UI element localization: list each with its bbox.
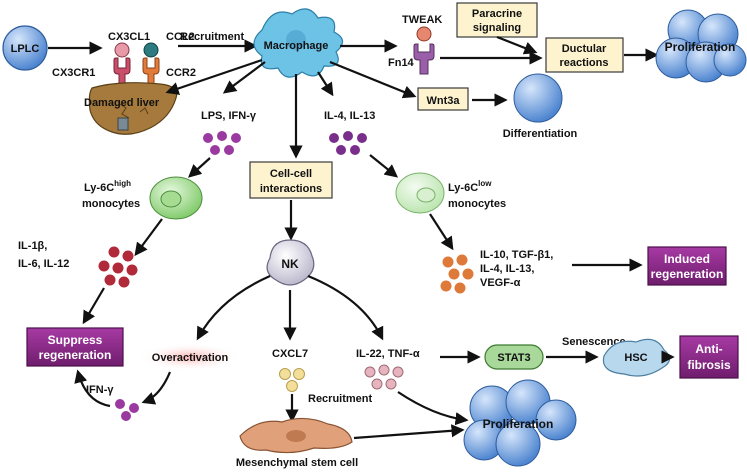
- recruitment-bottom-label: Recruitment: [308, 393, 373, 405]
- macrophage-cell: [253, 8, 344, 78]
- cellcell-line2: interactions: [260, 183, 322, 195]
- proliferation-bottom-label: Proliferation: [483, 417, 554, 431]
- il22-tnf-label: IL-22, TNF-α: [356, 348, 420, 360]
- antifibrosis-line1: Anti-: [695, 342, 722, 356]
- ifn-gamma-dots: [115, 399, 139, 421]
- arrow-monocyte-il10: [429, 213, 454, 251]
- monocytes-right-label: monocytes: [448, 198, 506, 210]
- ductular-line1: Ductular: [562, 43, 607, 55]
- cx3cr1-receptor-icon: [113, 57, 131, 87]
- msc-label: Mesenchymal stem cell: [236, 457, 358, 469]
- differentiation-cell: [513, 73, 563, 123]
- paracrine-line1: Paracrine: [472, 8, 522, 20]
- arrow-macrophage-wnt3a: [329, 60, 417, 99]
- arrow-il22-proliferation: [397, 391, 469, 426]
- il4-dots: [329, 131, 367, 155]
- cx3cl1-ligand-icon: [114, 42, 130, 58]
- antifibrosis-line2: fibrosis: [687, 358, 731, 372]
- ccl2-label: CCL2: [166, 31, 195, 43]
- cellcell-line1: Cell-cell: [270, 168, 312, 180]
- arrow-paracrine-ductular: [496, 35, 538, 55]
- arrow-nk-overactivation: [196, 274, 271, 341]
- il10-label-line2: IL-4, IL-13,: [480, 263, 534, 275]
- proliferation-top-label: Proliferation: [665, 40, 736, 54]
- induced-regeneration-box: Induced regeneration: [647, 246, 727, 286]
- lps-dots: [203, 131, 241, 155]
- lplc-cell: LPLC: [2, 25, 48, 71]
- proliferation-top-cluster: [655, 9, 747, 83]
- fn14-label: Fn14: [388, 57, 415, 69]
- arrow-nk-il22: [307, 274, 384, 341]
- arrow-overactivation-ifn: [141, 371, 172, 405]
- ccr2-label: CCR2: [166, 67, 196, 79]
- overactivation-label: Overactivation: [152, 352, 229, 364]
- il1b-label-line1: IL-1β,: [18, 240, 47, 252]
- arrow-ifn-suppress: [74, 369, 111, 408]
- suppress-regeneration-box: Suppress regeneration: [26, 327, 124, 367]
- arrow-il1b-suppress: [82, 287, 105, 325]
- ly6c-low-label: Ly-6Clow: [448, 179, 492, 194]
- il1b-label-line2: IL-6, IL-12: [18, 258, 69, 270]
- macrophage-label: Macrophage: [264, 40, 329, 52]
- ly6c-high-monocyte-cell: [149, 176, 203, 220]
- suppress-line1: Suppress: [48, 333, 103, 347]
- nk-cell: [266, 239, 315, 286]
- ccr2-receptor-icon: [142, 57, 160, 87]
- il22-dots: [364, 364, 404, 390]
- cx3cl1-label: CX3CL1: [108, 31, 150, 43]
- arrow-msc-proliferation: [353, 424, 465, 440]
- il10-label-line1: IL-10, TGF-β1,: [480, 249, 553, 261]
- damaged-liver-icon: [88, 82, 178, 135]
- induced-line1: Induced: [664, 252, 710, 266]
- cxcl7-label: CXCL7: [272, 348, 308, 360]
- tweak-fn14-icon: [413, 26, 435, 75]
- recruitment-top-label: Recruitment: [180, 31, 245, 43]
- cellcell-interactions-box: Cell-cell interactions: [249, 161, 333, 199]
- monocytes-left-label: monocytes: [82, 198, 140, 210]
- lps-ifn-label: LPS, IFN-γ: [201, 110, 257, 122]
- arrow-monocyte-il1b: [134, 218, 163, 257]
- damaged-liver-label: Damaged liver: [84, 97, 160, 109]
- il4-il13-label: IL-4, IL-13: [324, 110, 375, 122]
- induced-line2: regeneration: [651, 267, 724, 281]
- paracrine-line2: signaling: [473, 22, 521, 34]
- paracrine-signaling-box: Paracrine signaling: [456, 2, 538, 38]
- il1b-dots: [98, 246, 138, 288]
- ccl2-ligand-icon: [143, 42, 159, 58]
- stat3-node: STAT3: [484, 344, 544, 370]
- cxcl7-dots: [279, 368, 305, 392]
- hsc-label: HSC: [624, 352, 647, 364]
- arrow-macrophage-lps: [222, 61, 266, 94]
- differentiation-label: Differentiation: [503, 128, 578, 140]
- lplc-label: LPLC: [11, 43, 40, 55]
- cx3cr1-label: CX3CR1: [52, 67, 95, 79]
- proliferation-bottom-cluster: [463, 379, 577, 467]
- il10-label-line3: VEGF-α: [480, 277, 521, 289]
- nk-label: NK: [281, 257, 299, 271]
- antifibrosis-box: Anti- fibrosis: [679, 335, 739, 379]
- overactivation-glow: [138, 343, 242, 371]
- il10-dots: [440, 254, 474, 294]
- tweak-label: TWEAK: [402, 14, 442, 26]
- ly6c-high-label: Ly-6Chigh: [84, 179, 131, 194]
- mesenchymal-stem-cell: [239, 417, 353, 454]
- ductular-line2: reactions: [560, 57, 609, 69]
- ifn-gamma-label: IFN-γ: [86, 384, 114, 396]
- stat3-label: STAT3: [497, 352, 530, 364]
- senescence-label: Senescence: [562, 336, 626, 348]
- arrow-macrophage-liver: [165, 58, 263, 95]
- wnt3a-label: Wnt3a: [427, 95, 461, 107]
- arrow-macrophage-il4: [317, 71, 334, 97]
- ductular-reactions-box: Ductular reactions: [545, 37, 624, 73]
- ly6c-low-monocyte-cell: [395, 172, 445, 214]
- arrow-lps-monocyte: [188, 157, 211, 178]
- wnt3a-box: Wnt3a: [417, 87, 469, 111]
- suppress-line2: regeneration: [39, 348, 112, 362]
- arrow-il4-monocyte: [369, 154, 399, 178]
